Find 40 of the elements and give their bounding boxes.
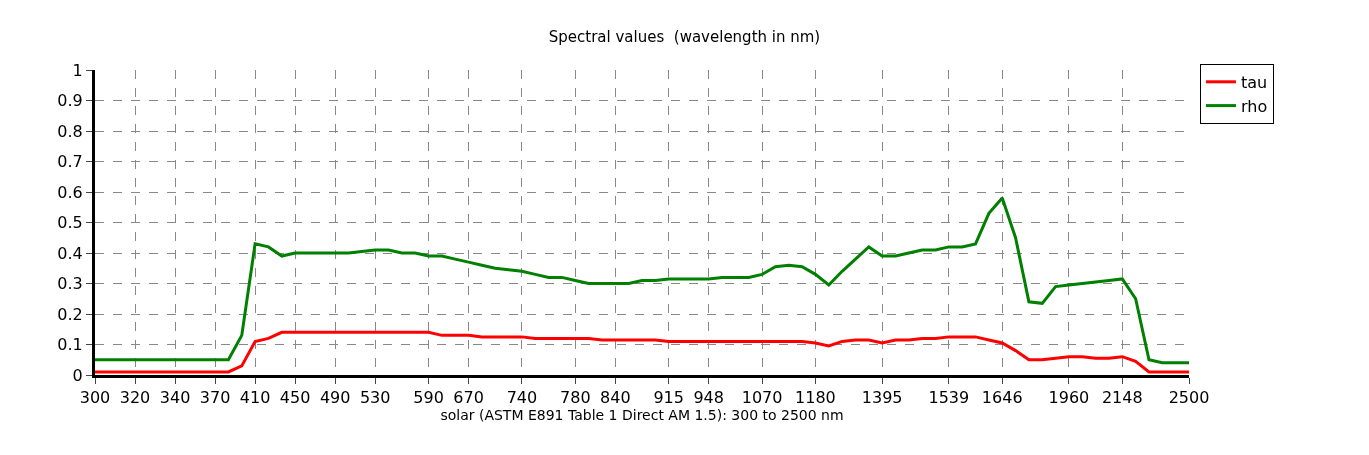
y-tick-label: 0.6 (57, 182, 83, 202)
x-tick-label: 840 (600, 388, 631, 408)
x-tick-label: 320 (119, 388, 151, 408)
x-tick-label: 1395 (861, 388, 903, 408)
x-tick-label: 300 (79, 388, 111, 408)
y-tick-label: 0 (72, 365, 83, 385)
y-tick-label: 0.4 (57, 243, 83, 263)
x-tick-label: 740 (506, 388, 538, 408)
x-tick-label: 530 (359, 388, 391, 408)
x-tick-label: 490 (319, 388, 351, 408)
legend-label: rho (1240, 96, 1268, 116)
line-series (95, 196, 1189, 365)
y-tick-label: 0.1 (57, 335, 83, 355)
x-tick-label: 1539 (928, 388, 970, 408)
x-tick-label: 780 (560, 388, 591, 408)
y-tick-label: 0.8 (57, 121, 83, 141)
x-tick-label: 1960 (1048, 388, 1090, 408)
x-tick-label: 410 (239, 388, 271, 408)
legend-label: tau (1240, 73, 1268, 93)
x-axis-title: solar (ASTM E891 Table 1 Direct AM 1.5): 300 to 2500 nm (440, 407, 844, 424)
line-series (95, 330, 1189, 374)
chart-title: Spectral values (wavelength in nm) (548, 28, 821, 47)
x-tick-label: 915 (653, 388, 684, 408)
x-tick-label: 2500 (1168, 388, 1210, 408)
x-tick-label: 1646 (981, 388, 1023, 408)
x-tick-label: 370 (199, 388, 231, 408)
x-tick-label: 340 (159, 388, 191, 408)
x-tick-label: 1070 (741, 388, 783, 408)
y-tick-label: 0.3 (57, 274, 83, 294)
y-tick-label: 0.9 (57, 91, 83, 111)
y-tick-label: 0.5 (57, 213, 83, 233)
x-tick-label: 948 (693, 388, 724, 408)
x-tick-label: 590 (413, 388, 444, 408)
x-tick-label: 2148 (1101, 388, 1143, 408)
x-tick-label: 1180 (795, 388, 836, 408)
x-tick-label: 670 (453, 388, 484, 408)
y-tick-label: 1 (72, 60, 83, 80)
y-tick-label: 0.2 (57, 304, 83, 324)
x-tick-label: 450 (279, 388, 311, 408)
y-tick-label: 0.7 (57, 152, 83, 172)
